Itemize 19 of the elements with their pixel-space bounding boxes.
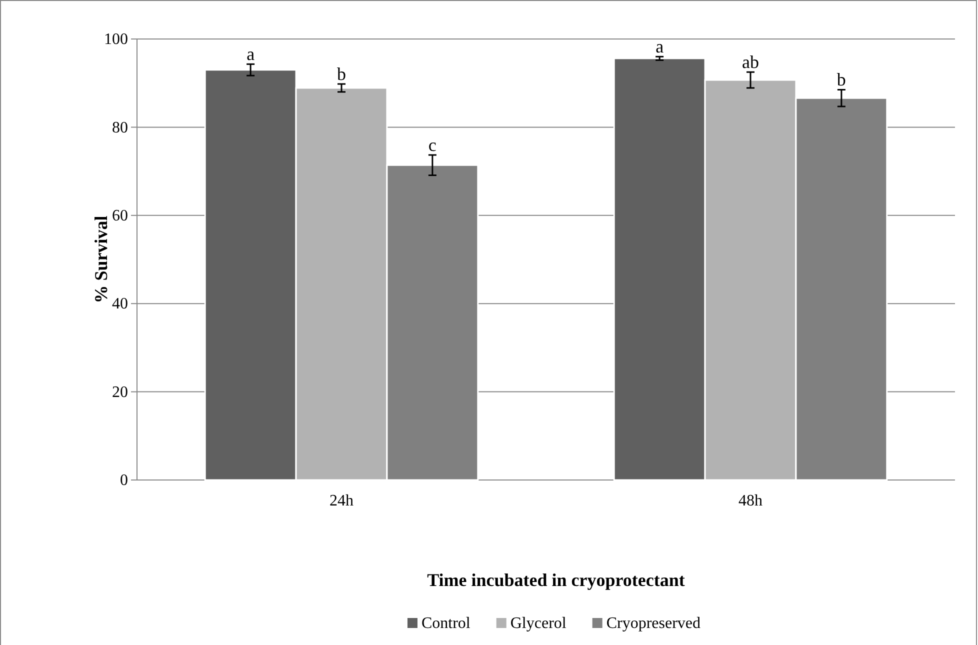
- x-tick-label: 48h: [738, 492, 762, 510]
- annotation: c: [428, 134, 436, 155]
- legend-label: Glycerol: [510, 615, 567, 632]
- annotation: b: [337, 64, 346, 84]
- y-tick-label: 0: [120, 472, 128, 490]
- annotation: a: [656, 36, 664, 57]
- x-tick-label: 24h: [330, 492, 354, 510]
- annotation: ab: [742, 52, 759, 72]
- y-axis-title: % Survival: [91, 216, 111, 304]
- y-tick-label: 80: [112, 119, 128, 136]
- y-tick-label: 60: [112, 208, 128, 225]
- legend-label: Control: [421, 615, 471, 632]
- y-tick-label: 100: [104, 31, 128, 48]
- y-tick-label: 20: [112, 384, 128, 401]
- y-tick-label: 40: [112, 296, 128, 313]
- annotation: b: [836, 70, 846, 90]
- x-axis-title: Time incubated in cryoprotectant: [427, 570, 685, 590]
- legend-label: Cryopreserved: [606, 615, 701, 632]
- annotation: a: [246, 44, 255, 64]
